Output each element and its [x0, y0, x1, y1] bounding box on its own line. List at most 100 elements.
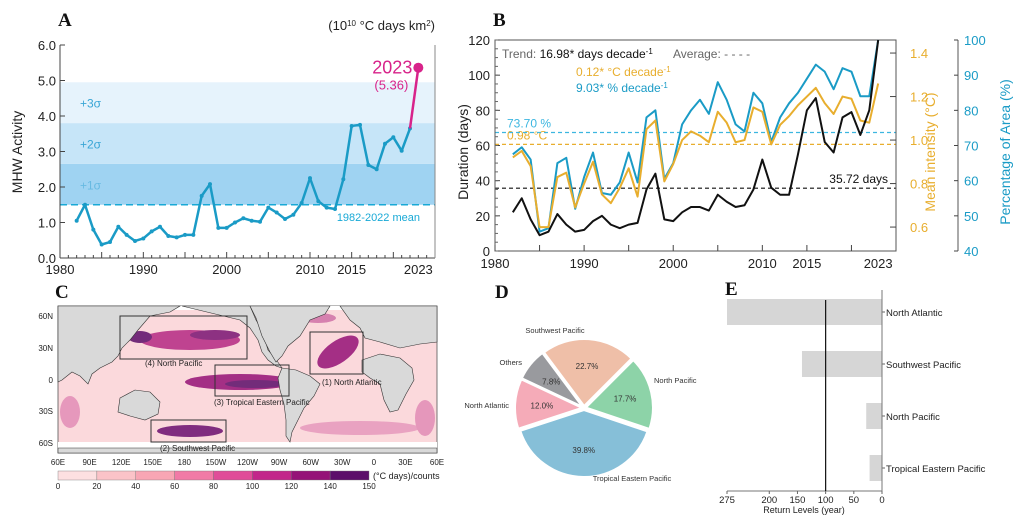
data-point	[141, 236, 146, 241]
pie-slice-label: Southwest Pacific	[525, 326, 584, 335]
land-eurasia-east	[57, 305, 182, 385]
data-point	[224, 225, 229, 230]
average-label: 0.98 °C	[507, 128, 547, 142]
data-point	[166, 233, 171, 238]
map-bottom-strip	[58, 442, 437, 453]
data-point	[258, 219, 262, 224]
colorbar-segment	[329, 470, 370, 481]
x-tick-label: 0	[879, 495, 884, 506]
y-right-tick-label: 60	[964, 174, 978, 189]
data-point	[108, 240, 112, 245]
panel-letter-c: C	[55, 282, 69, 303]
series-line-mid	[512, 83, 880, 229]
map-lon-label: 90W	[271, 458, 288, 467]
data-point	[316, 199, 321, 204]
data-point	[199, 193, 204, 198]
pie-slice	[514, 378, 585, 430]
data-point	[208, 182, 212, 187]
panel-letter-d: D	[495, 282, 509, 303]
y-right-tick-label: 90	[964, 68, 978, 83]
colorbar-segment	[135, 470, 175, 481]
pie-slice	[542, 338, 633, 408]
series-line-left	[511, 39, 880, 237]
y-left-tick-label: 60	[476, 139, 490, 154]
colorbar-tick-label: 100	[246, 482, 260, 491]
y-left-tick-label: 20	[476, 209, 490, 224]
x-axis-label: Return Levels (year)	[763, 505, 845, 515]
data-point	[324, 205, 329, 210]
colorbar-tick-label: 20	[92, 482, 101, 491]
map-heat-patches	[60, 313, 435, 437]
x-tick-label: 2015	[337, 262, 366, 277]
pie-slice-pct: 7.8%	[542, 377, 560, 386]
data-point	[91, 227, 96, 232]
sigma-band	[60, 123, 435, 164]
data-point	[158, 224, 162, 229]
y-right-tick-label: 50	[964, 209, 978, 224]
x-tick-label: 150	[790, 495, 806, 506]
data-point	[149, 229, 154, 234]
data-point	[133, 238, 137, 243]
pie-slice-pct: 17.7%	[614, 394, 637, 403]
data-point	[366, 162, 371, 167]
y-mid-tick-label: 1.2	[910, 90, 928, 105]
category-label: North Pacific	[886, 412, 940, 423]
colorbar-tick-label: 60	[170, 482, 179, 491]
region-label-north-atlantic: (1) North Atlantic	[322, 378, 382, 387]
trend-text: Trend: 16.98* days decade-1	[502, 47, 653, 62]
x-tick-label: 1980	[46, 262, 75, 277]
map-lon-label: 120E	[112, 458, 131, 467]
land-africa	[361, 353, 415, 413]
highlight-point-2023	[413, 62, 424, 73]
data-point	[299, 200, 304, 205]
heat-patch	[225, 380, 285, 388]
colorbar-tick-label: 140	[323, 482, 337, 491]
panel-b-ylabel-right: Percentage of Area (%)	[997, 79, 1013, 225]
data-point	[266, 205, 271, 210]
map-lat-label: 30S	[39, 407, 53, 416]
x-tick-label: 2010	[748, 256, 777, 271]
map-lon-label: 150W	[205, 458, 226, 467]
colorbar-unit-label: (°C days)/counts	[373, 471, 440, 481]
y-mid-tick-label: 1.0	[910, 133, 928, 148]
bar	[727, 299, 882, 325]
pie-slice-label: North Atlantic	[464, 401, 509, 410]
region-box-southwest-pacific	[150, 419, 227, 443]
map-lon-label: 90E	[82, 458, 96, 467]
land-australia	[117, 389, 161, 421]
mean-line-label: 1982-2022 mean	[337, 212, 420, 224]
pie-slice	[520, 351, 584, 408]
x-tick-label: 100	[818, 495, 834, 506]
category-label: North Atlantic	[886, 308, 943, 319]
y-left-tick-label: 120	[468, 33, 490, 48]
x-tick-label: 2000	[659, 256, 688, 271]
data-point	[283, 216, 287, 221]
heat-patch	[300, 421, 420, 435]
colorbar-segment	[96, 470, 136, 481]
data-point	[391, 135, 396, 140]
pie-slice-pct: 22.7%	[576, 362, 599, 371]
average-legend: Average: - - - -	[673, 47, 750, 61]
x-tick-label: 2015	[792, 256, 821, 271]
data-point	[99, 242, 104, 247]
data-point	[124, 232, 129, 237]
map-lon-label: 60W	[302, 458, 319, 467]
heat-patch	[317, 335, 359, 369]
region-label-southwest-pacific: (2) Southwest Pacific	[160, 444, 235, 453]
map-lon-label: 150E	[143, 458, 162, 467]
bar	[869, 455, 882, 481]
map-lon-label: 120W	[237, 458, 258, 467]
y-left-tick-label: 40	[476, 174, 490, 189]
x-tick-label: 2023	[864, 256, 893, 271]
y-right-tick-label: 40	[964, 244, 978, 259]
category-label: Tropical Eastern Pacific	[886, 464, 986, 475]
x-tick-label: 200	[761, 495, 777, 506]
y-tick-label: 2.0	[38, 180, 56, 195]
region-label-north-pacific: (4) North Pacific	[145, 359, 202, 368]
y-tick-label: 4.0	[38, 109, 56, 124]
heat-patch	[415, 400, 435, 436]
panel-d-pie: 22.7% Southwest Pacific 17.7% North Pacific…	[464, 326, 696, 483]
pie-slice	[584, 358, 654, 431]
panel-letter-e: E	[725, 279, 738, 300]
